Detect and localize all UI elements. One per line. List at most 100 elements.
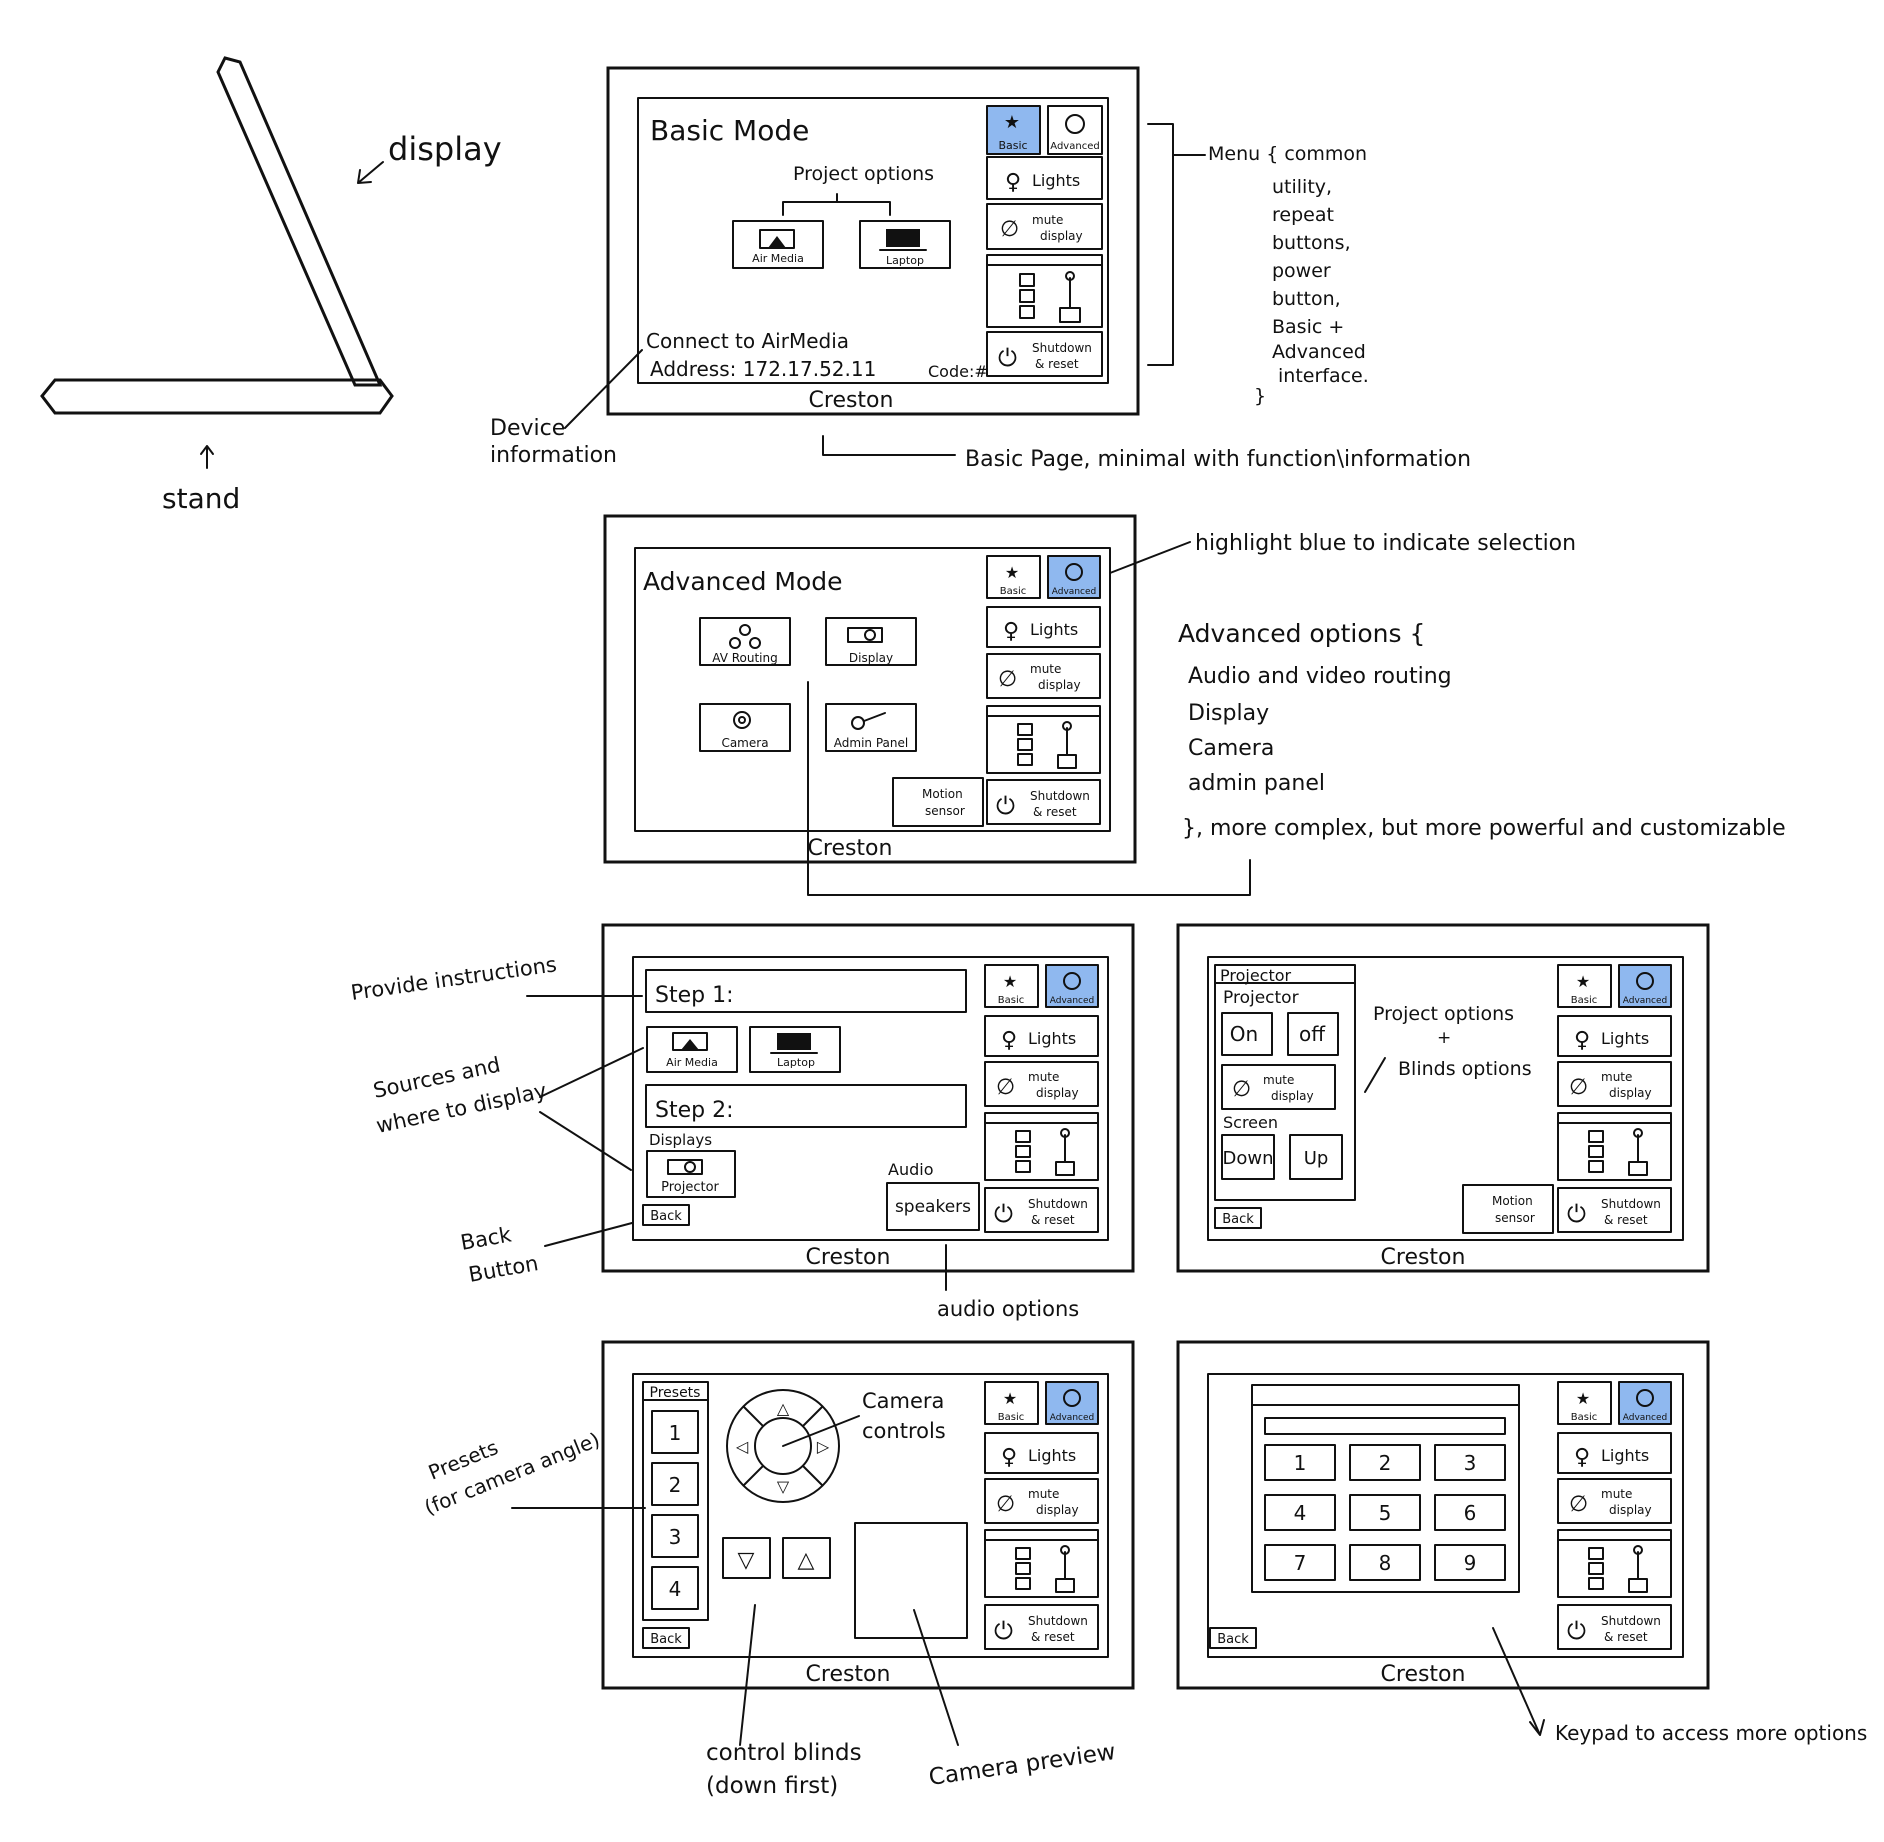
stand-base bbox=[40, 378, 394, 415]
back-button[interactable] bbox=[642, 1627, 690, 1649]
projector-off-button[interactable] bbox=[1287, 1012, 1339, 1056]
basic-button[interactable] bbox=[986, 555, 1041, 599]
key-3-button[interactable] bbox=[1434, 1444, 1506, 1481]
key-4-button[interactable] bbox=[1264, 1494, 1336, 1531]
shutdown-button[interactable] bbox=[986, 779, 1101, 825]
mute-display-button[interactable] bbox=[986, 653, 1101, 699]
advanced-button[interactable] bbox=[1045, 1381, 1099, 1425]
mute-display-button[interactable] bbox=[986, 203, 1103, 250]
lights-button[interactable] bbox=[986, 156, 1103, 200]
advanced-options-note-6: }, more complex, but more powerful and c… bbox=[1182, 816, 1786, 841]
mute-display-button[interactable] bbox=[1557, 1478, 1672, 1524]
lights-button[interactable] bbox=[986, 606, 1101, 648]
av-routing-button[interactable]: AV Routing bbox=[699, 617, 791, 666]
key-5-button[interactable] bbox=[1349, 1494, 1421, 1531]
basic-button[interactable] bbox=[1557, 964, 1612, 1008]
brand-label: Creston bbox=[1381, 1245, 1466, 1270]
bulb-icon: ♀ bbox=[1574, 1028, 1590, 1053]
motion-label-1: Motion bbox=[1492, 1194, 1533, 1208]
projector-button[interactable]: Projector bbox=[646, 1150, 736, 1198]
preset-1-button[interactable] bbox=[651, 1410, 699, 1454]
source-laptop-button[interactable]: Laptop bbox=[749, 1026, 841, 1073]
shutdown-button[interactable] bbox=[984, 1187, 1099, 1233]
pan-left-icon[interactable]: ◁ bbox=[735, 1437, 749, 1456]
preset-2-button[interactable] bbox=[651, 1462, 699, 1506]
brand-label: Creston bbox=[1381, 1662, 1466, 1687]
airmedia-label: Air Media bbox=[666, 1056, 718, 1069]
back-button[interactable] bbox=[642, 1204, 690, 1226]
lights-button[interactable] bbox=[1557, 1015, 1672, 1057]
shutdown-button[interactable] bbox=[1557, 1604, 1672, 1650]
lights-button[interactable] bbox=[984, 1432, 1099, 1474]
motion-sensor-button[interactable] bbox=[892, 777, 984, 827]
volume-controls[interactable] bbox=[986, 254, 1103, 328]
advanced-button[interactable] bbox=[1045, 964, 1099, 1008]
preset-4-button[interactable] bbox=[651, 1566, 699, 1610]
volume-controls[interactable] bbox=[1557, 1112, 1672, 1181]
preset-3-button[interactable] bbox=[651, 1514, 699, 1558]
shutdown-button[interactable] bbox=[986, 331, 1103, 377]
mute-display-button[interactable] bbox=[1557, 1061, 1672, 1107]
camera-button[interactable]: Camera bbox=[699, 703, 791, 752]
pan-right-icon[interactable]: ▷ bbox=[817, 1437, 830, 1456]
shutdown-button[interactable] bbox=[984, 1604, 1099, 1650]
key-9-button[interactable] bbox=[1434, 1544, 1506, 1581]
volume-controls[interactable] bbox=[984, 1529, 1099, 1598]
screen-up-button[interactable] bbox=[1289, 1134, 1343, 1180]
key-8-button[interactable] bbox=[1349, 1544, 1421, 1581]
back-button[interactable] bbox=[1209, 1627, 1257, 1649]
back-button[interactable] bbox=[1214, 1207, 1262, 1229]
keypad-panel bbox=[1251, 1384, 1520, 1593]
display-panel bbox=[216, 56, 383, 387]
blinds-down-button[interactable] bbox=[722, 1537, 771, 1579]
motion-sensor-button[interactable] bbox=[1462, 1184, 1554, 1234]
project-blinds-note-1: Project options bbox=[1373, 1003, 1514, 1025]
pan-down-icon[interactable]: ▽ bbox=[777, 1477, 790, 1496]
on-label: On bbox=[1230, 1022, 1258, 1046]
advanced-button[interactable] bbox=[1618, 1381, 1672, 1425]
project-options-label: Project options bbox=[793, 163, 934, 185]
lights-button[interactable] bbox=[984, 1015, 1099, 1057]
camera-dpad[interactable]: △ ▽ ◁ ▷ bbox=[726, 1389, 840, 1503]
source-airmedia-button[interactable]: Air Media bbox=[732, 220, 824, 269]
key-2-button[interactable] bbox=[1349, 1444, 1421, 1481]
pan-up-icon[interactable]: △ bbox=[777, 1399, 790, 1418]
address-text: Address: 172.17.52.11 bbox=[650, 357, 876, 381]
display-button[interactable]: Display bbox=[825, 617, 917, 666]
shutdown-button[interactable] bbox=[1557, 1187, 1672, 1233]
advanced-button[interactable] bbox=[1618, 964, 1672, 1008]
volume-controls[interactable] bbox=[986, 705, 1101, 774]
key-7-button[interactable] bbox=[1264, 1544, 1336, 1581]
mute-label-2: display bbox=[1040, 229, 1083, 243]
lights-button[interactable] bbox=[1557, 1432, 1672, 1474]
key-6-button[interactable] bbox=[1434, 1494, 1506, 1531]
airmedia-label: Air Media bbox=[752, 252, 804, 265]
menu-column: ★ Basic Advanced ♀ Lights ∅ mute display… bbox=[986, 105, 1103, 377]
basic-button[interactable] bbox=[984, 964, 1039, 1008]
volume-controls[interactable] bbox=[1557, 1529, 1672, 1598]
basic-button[interactable] bbox=[1557, 1381, 1612, 1425]
advanced-button[interactable] bbox=[1047, 555, 1101, 599]
menu-column: ★ Basic Advanced ♀ Lights ∅ mute display… bbox=[1557, 1381, 1672, 1650]
source-laptop-button[interactable]: Laptop bbox=[859, 220, 951, 269]
source-airmedia-button[interactable]: Air Media bbox=[646, 1026, 738, 1073]
basic-button[interactable] bbox=[986, 105, 1041, 155]
mute-display-button[interactable] bbox=[984, 1478, 1099, 1524]
screen-down-button[interactable] bbox=[1221, 1134, 1275, 1180]
admin-panel-button[interactable]: Admin Panel bbox=[825, 703, 917, 752]
key-8-label: 8 bbox=[1379, 1551, 1392, 1575]
mute-label-2: display bbox=[1036, 1503, 1079, 1517]
mute-display-button[interactable] bbox=[1221, 1064, 1336, 1110]
motion-label-2: sensor bbox=[925, 804, 965, 818]
speakers-button[interactable] bbox=[886, 1182, 980, 1231]
key-1-button[interactable] bbox=[1264, 1444, 1336, 1481]
basic-button[interactable] bbox=[984, 1381, 1039, 1425]
power-icon: ⏻ bbox=[994, 1617, 1013, 1645]
mute-display-button[interactable] bbox=[984, 1061, 1099, 1107]
projector-on-button[interactable] bbox=[1221, 1012, 1273, 1056]
advanced-button[interactable] bbox=[1047, 105, 1103, 155]
blinds-up-button[interactable] bbox=[782, 1537, 831, 1579]
volume-controls[interactable] bbox=[984, 1112, 1099, 1181]
keypad-entry-field[interactable] bbox=[1264, 1417, 1506, 1435]
speakers-label: speakers bbox=[895, 1197, 971, 1217]
